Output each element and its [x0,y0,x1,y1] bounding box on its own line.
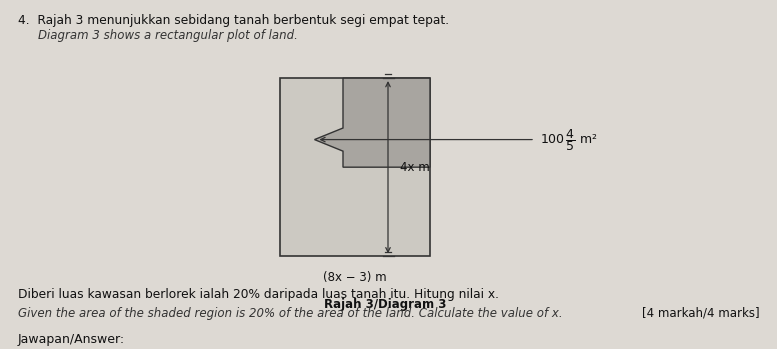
Text: Rajah 3/Diagram 3: Rajah 3/Diagram 3 [324,298,446,311]
Text: $100\,\dfrac{4}{5}$ m²: $100\,\dfrac{4}{5}$ m² [540,127,598,153]
Text: Diberi luas kawasan berlorek ialah 20% daripada luas tanah itu. Hitung nilai x.: Diberi luas kawasan berlorek ialah 20% d… [18,288,499,301]
Text: (8x − 3) m: (8x − 3) m [323,271,387,284]
Text: 4.  Rajah 3 menunjukkan sebidang tanah berbentuk segi empat tepat.: 4. Rajah 3 menunjukkan sebidang tanah be… [18,14,449,27]
Polygon shape [315,78,430,167]
Bar [280,78,430,256]
Text: 4x m: 4x m [400,161,430,174]
Text: Diagram 3 shows a rectangular plot of land.: Diagram 3 shows a rectangular plot of la… [38,29,298,42]
Text: [4 markah/4 marks]: [4 markah/4 marks] [643,307,760,320]
Text: Given the area of the shaded region is 20% of the area of the land. Calculate th: Given the area of the shaded region is 2… [18,307,563,320]
Text: Jawapan/Answer:: Jawapan/Answer: [18,333,125,346]
